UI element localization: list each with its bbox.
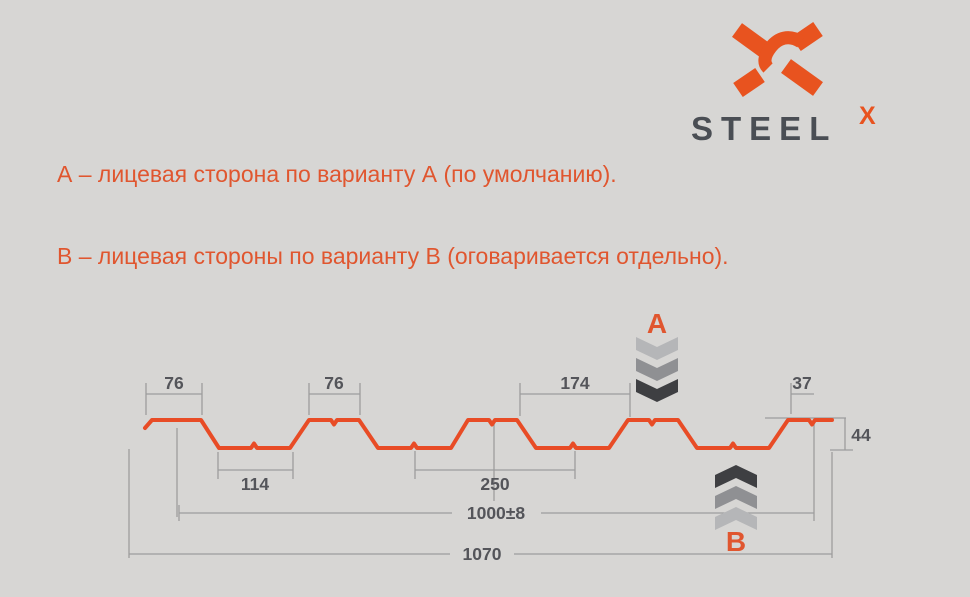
brand-logo: STEEL X [660, 15, 910, 150]
dim-useful-width: 1000±8 [467, 503, 526, 523]
chevron-up-icon [715, 507, 757, 530]
chevron-down-icon [636, 337, 678, 360]
dimension-values: 76 76 174 37 44 114 250 1000±8 1070 [164, 373, 871, 564]
note-variant-b: В – лицевая стороны по варианту В (огова… [57, 243, 729, 269]
dim-rib-pitch: 250 [480, 474, 509, 494]
profile-outline [143, 418, 834, 450]
dim-height: 44 [851, 425, 871, 445]
dim-flange-left: 76 [164, 373, 184, 393]
variant-a-label: А [647, 308, 667, 339]
dim-overall-width: 1070 [463, 544, 502, 564]
chevron-down-icon [636, 379, 678, 402]
brand-name: STEEL [691, 110, 838, 147]
brand-superscript: X [859, 102, 876, 130]
dimension-lines [128, 383, 853, 558]
chevron-up-icon [715, 486, 757, 509]
steelx-mark-icon [732, 21, 823, 98]
dim-flange-mid: 76 [324, 373, 344, 393]
chevron-up-icon [715, 465, 757, 488]
variant-b-marker: В [715, 465, 757, 557]
chevron-down-icon [636, 358, 678, 381]
note-variant-a: А – лицевая сторона по варианту А (по ум… [57, 161, 617, 187]
variant-b-label: В [726, 526, 746, 557]
dim-edge-flange: 37 [792, 373, 811, 393]
dim-valley-width: 114 [241, 474, 269, 494]
dim-crest-span: 174 [560, 373, 589, 393]
variant-a-marker: А [636, 308, 678, 402]
